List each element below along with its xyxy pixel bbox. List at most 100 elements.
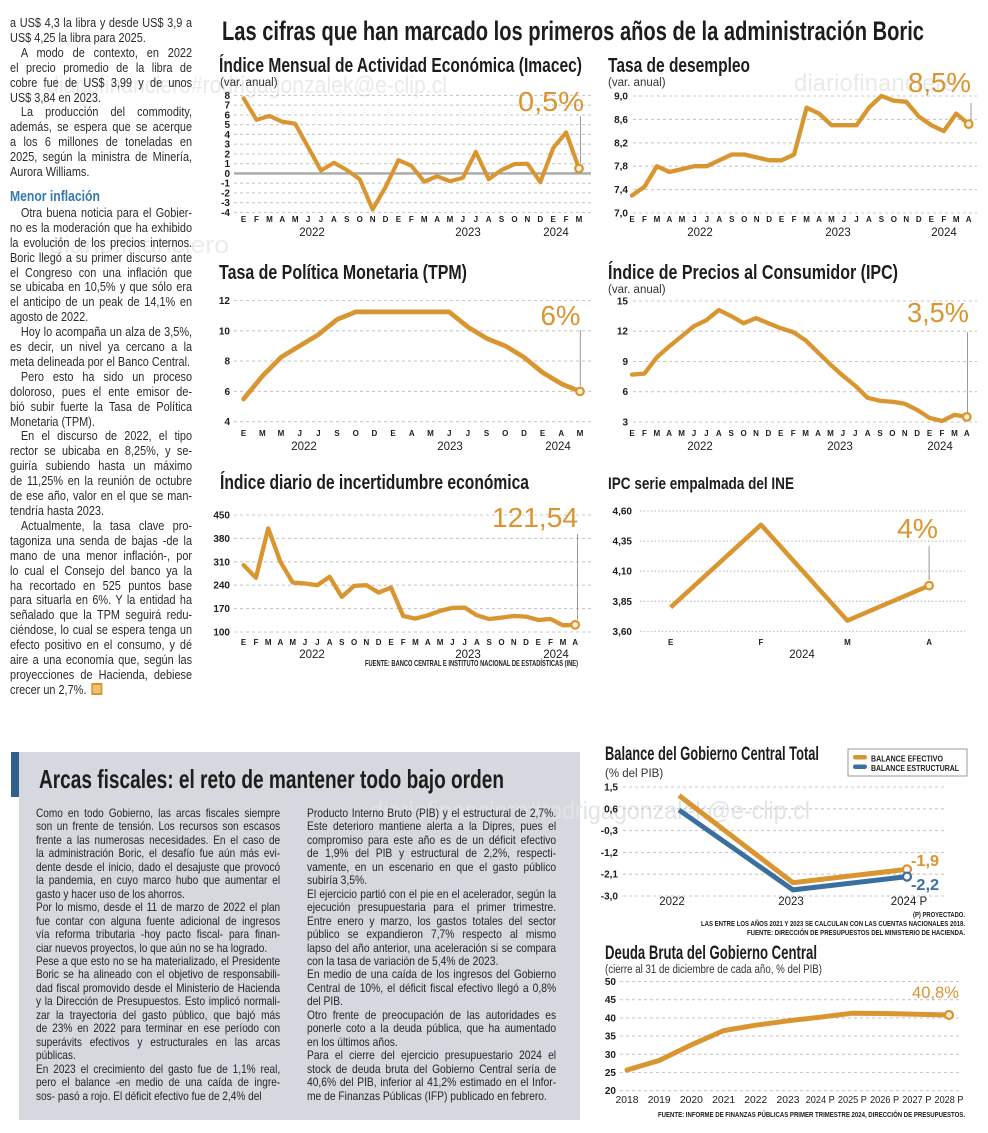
svg-text:diariofinanciero: diariofinanciero (794, 70, 957, 97)
svg-text:J: J (466, 429, 470, 438)
svg-text:O: O (502, 429, 508, 438)
svg-text:30: 30 (605, 1050, 617, 1061)
svg-text:J: J (447, 429, 451, 438)
svg-text:M: M (278, 429, 285, 438)
svg-text:3,60: 3,60 (613, 627, 633, 638)
svg-text:O: O (353, 429, 359, 438)
svg-text:2022: 2022 (291, 441, 317, 453)
svg-text:-3,0: -3,0 (601, 892, 619, 903)
svg-text:20: 20 (605, 1086, 617, 1097)
svg-text:D: D (523, 638, 529, 647)
svg-text:M: M (560, 638, 567, 647)
svg-text:J: J (315, 638, 319, 647)
svg-text:O: O (741, 215, 747, 224)
svg-text:A: A (815, 429, 821, 438)
svg-text:J: J (306, 215, 310, 224)
svg-text:A: A (409, 429, 415, 438)
svg-text:M: M (266, 215, 273, 224)
svg-text:2022: 2022 (744, 1094, 767, 1106)
svg-text:S: S (344, 215, 350, 224)
svg-text:F: F (548, 638, 553, 647)
svg-text:A: A (667, 215, 673, 224)
svg-text:0,5%: 0,5% (518, 86, 584, 117)
svg-text:D: D (766, 429, 772, 438)
svg-text:3: 3 (224, 140, 230, 151)
svg-text:40: 40 (605, 1013, 617, 1024)
svg-text:9,0: 9,0 (614, 92, 628, 103)
svg-text:J: J (842, 215, 846, 224)
svg-text:0,6: 0,6 (604, 804, 618, 815)
svg-text:2023: 2023 (825, 227, 851, 239)
svg-text:2026 P: 2026 P (870, 1094, 899, 1106)
svg-text:O: O (498, 638, 504, 647)
svg-text:E: E (390, 429, 396, 438)
svg-text:380: 380 (213, 534, 230, 545)
svg-text:D: D (376, 638, 382, 647)
svg-text:450: 450 (213, 511, 230, 522)
svg-text:J: J (316, 429, 320, 438)
svg-text:N: N (525, 215, 531, 224)
svg-text:diariofinanciero#rodrigagonzal: diariofinanciero#rodrigagonzalek@e-clip.… (370, 797, 810, 825)
svg-text:4,60: 4,60 (613, 507, 633, 518)
svg-text:25: 25 (605, 1068, 617, 1079)
svg-text:F: F (409, 215, 414, 224)
svg-text:A: A (434, 215, 440, 224)
svg-text:O: O (740, 429, 746, 438)
svg-text:8,2: 8,2 (614, 138, 628, 149)
svg-text:-1,2: -1,2 (601, 848, 619, 859)
svg-text:2024: 2024 (543, 227, 569, 239)
svg-text:Tasa de Política Monetaria (TP: Tasa de Política Monetaria (TPM) (219, 262, 467, 284)
svg-text:D: D (372, 429, 378, 438)
svg-text:(% del PIB): (% del PIB) (605, 768, 663, 780)
svg-text:A: A (966, 215, 972, 224)
svg-text:S: S (879, 215, 885, 224)
svg-text:D: D (916, 215, 922, 224)
svg-text:(var. anual): (var. anual) (220, 77, 278, 89)
svg-text:E: E (629, 215, 635, 224)
svg-text:2018: 2018 (616, 1094, 639, 1106)
svg-text:LAS ENTRE LOS AÑOS 2021 Y 2023: LAS ENTRE LOS AÑOS 2021 Y 2023 SE CALCUL… (701, 919, 965, 928)
svg-text:FUENTE: BANCO CENTRAL E INSTIT: FUENTE: BANCO CENTRAL E INSTITUTO NACION… (365, 658, 578, 668)
svg-text:J: J (704, 429, 708, 438)
svg-text:2023: 2023 (827, 441, 853, 453)
svg-text:A: A (278, 638, 284, 647)
svg-text:Arcas fiscales: el reto de man: Arcas fiscales: el reto de mantener todo… (39, 764, 504, 794)
svg-text:-1: -1 (221, 179, 230, 190)
svg-text:6: 6 (224, 387, 230, 398)
svg-text:E: E (551, 215, 557, 224)
svg-text:2028 P: 2028 P (935, 1094, 964, 1106)
svg-text:F: F (792, 215, 797, 224)
svg-text:A: A (425, 638, 431, 647)
svg-text:-3: -3 (221, 198, 230, 209)
svg-text:F: F (642, 215, 647, 224)
svg-text:A: A (926, 638, 932, 647)
svg-text:O: O (351, 638, 357, 647)
svg-text:8: 8 (224, 357, 230, 368)
svg-text:M: M (679, 215, 686, 224)
svg-text:N: N (903, 215, 909, 224)
svg-text:J: J (450, 638, 454, 647)
svg-text:E: E (241, 429, 247, 438)
svg-text:-2,2: -2,2 (911, 877, 939, 894)
svg-text:1,5: 1,5 (604, 783, 618, 794)
svg-text:N: N (754, 215, 760, 224)
svg-text:Índice de Precios al Consumido: Índice de Precios al Consumidor (IPC) (608, 261, 898, 284)
svg-text:E: E (241, 215, 247, 224)
svg-text:S: S (484, 429, 490, 438)
svg-text:J: J (692, 215, 696, 224)
svg-text:170: 170 (213, 604, 230, 615)
svg-text:E: E (668, 638, 674, 647)
svg-text:2027 P: 2027 P (902, 1094, 931, 1106)
svg-text:A: A (716, 429, 722, 438)
svg-text:8,5%: 8,5% (908, 67, 971, 98)
svg-text:7: 7 (224, 101, 230, 112)
svg-text:-2: -2 (221, 188, 230, 199)
svg-text:FUENTE: DIRECCIÓN DE PRESUPUES: FUENTE: DIRECCIÓN DE PRESUPUESTOS DEL MI… (747, 928, 965, 937)
svg-text:2024: 2024 (927, 441, 953, 453)
svg-text:N: N (370, 215, 376, 224)
svg-text:E: E (778, 429, 784, 438)
svg-text:2024: 2024 (543, 649, 569, 661)
svg-text:12: 12 (617, 327, 629, 338)
svg-text:-0,3: -0,3 (601, 826, 619, 837)
svg-text:F: F (791, 429, 796, 438)
